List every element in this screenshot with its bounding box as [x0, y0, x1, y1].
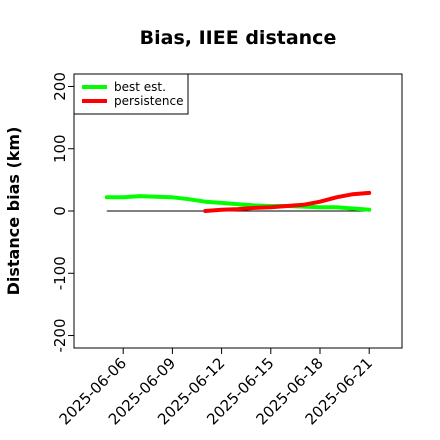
- y-tick-label: 0: [51, 206, 69, 216]
- y-tick-label: 200: [51, 72, 69, 101]
- legend: best est. persistence: [73, 73, 189, 115]
- y-axis-label: Distance bias (km): [4, 127, 23, 296]
- legend-box: [73, 73, 189, 115]
- chart-title: Bias, IIEE distance: [140, 27, 337, 49]
- series-line-best-est: [104, 194, 372, 212]
- y-tick-label: -100: [51, 256, 69, 290]
- y-tick-label: 100: [51, 134, 69, 163]
- y-tick-label: -200: [51, 319, 69, 353]
- legend-label-persistence: persistence: [114, 94, 183, 108]
- series-line-persistence: [203, 190, 372, 213]
- legend-label-best-est: best est.: [114, 80, 166, 94]
